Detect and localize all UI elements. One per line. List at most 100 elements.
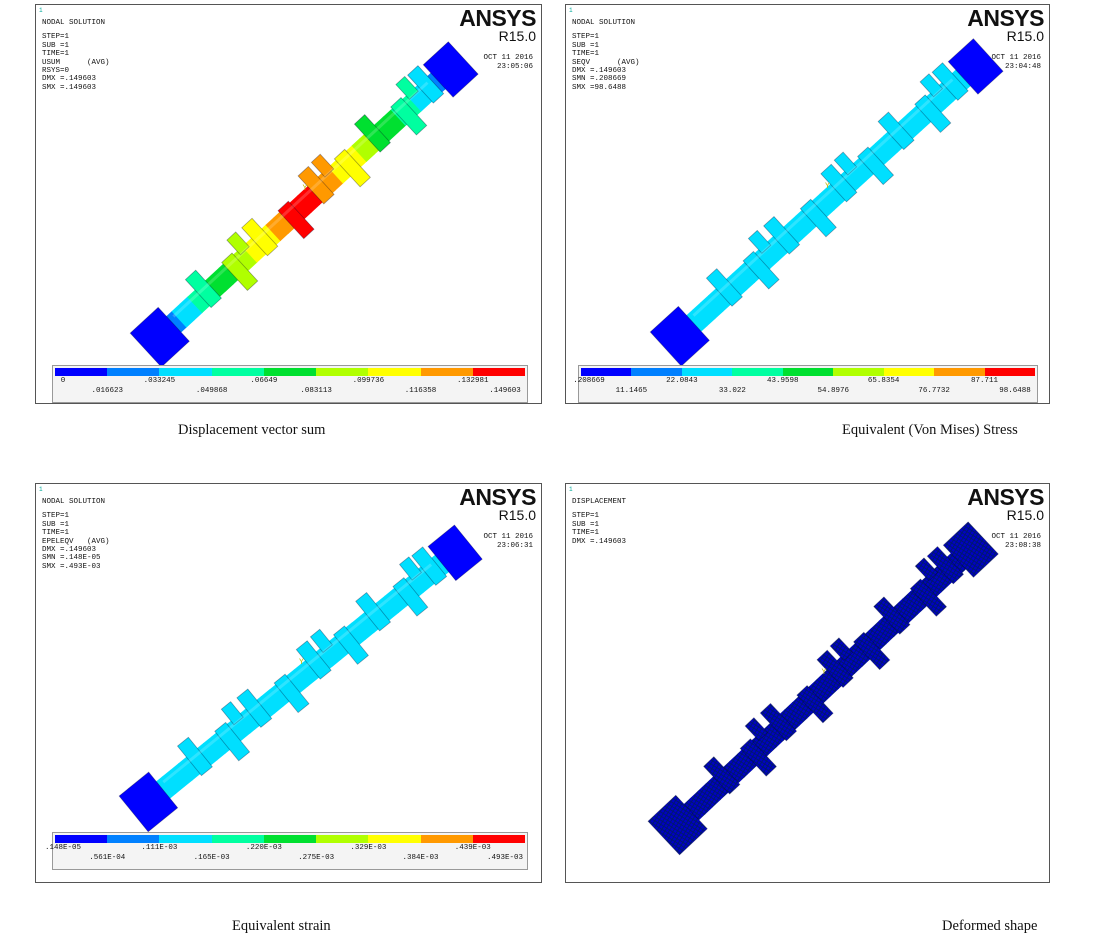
cam-lobe-tip xyxy=(309,628,333,653)
cam-lobe xyxy=(796,685,834,724)
legend-ticks: 0 .033245 .06649 .099736 .132981 .016623… xyxy=(53,376,527,402)
legend-tick: 22.0843 xyxy=(666,377,698,385)
legend-swatch xyxy=(55,835,108,843)
shaft-segment xyxy=(697,783,722,808)
cam-lobe-tip xyxy=(919,73,944,98)
ansys-brand: ANSYS R15.0 xyxy=(459,486,536,523)
legend-swatch xyxy=(159,835,212,843)
cam-lobe-tip xyxy=(744,717,769,742)
contour-legend: .208669 22.0843 43.9598 65.8354 87.711 1… xyxy=(573,365,1038,403)
legend-tick: .208669 xyxy=(573,377,605,385)
end-journal xyxy=(649,305,710,367)
cam-lobe xyxy=(273,673,310,714)
shaft-segment xyxy=(178,756,201,781)
cam-lobe xyxy=(407,65,445,104)
legend-swatch xyxy=(159,368,212,376)
cam-lobe xyxy=(816,649,854,689)
legend-swatch xyxy=(472,835,525,843)
model-view-displacement[interactable]: Y xyxy=(36,5,542,404)
shaft-segment xyxy=(729,753,753,778)
legend-tick: 87.711 xyxy=(971,377,999,385)
cam-lobe xyxy=(333,625,369,665)
shaft-segment xyxy=(326,635,350,660)
model-view-strain[interactable]: Y xyxy=(36,484,542,883)
legend-tick: .132981 xyxy=(457,377,489,385)
end-journal xyxy=(129,306,190,368)
version-label: R15.0 xyxy=(498,28,536,44)
shaft-segment xyxy=(819,186,843,211)
legend-swatch xyxy=(420,835,473,843)
model-view-deformed[interactable]: Y xyxy=(566,484,1050,883)
cam-lobe xyxy=(236,688,273,728)
shaft-segment xyxy=(241,238,266,263)
cam-lobe-tip xyxy=(398,556,423,581)
legend-swatch xyxy=(934,368,985,376)
cam-lobe xyxy=(214,721,251,762)
cam-lobe xyxy=(763,215,801,255)
model-view-stress[interactable]: Y xyxy=(566,5,1050,404)
info-title: NODAL SOLUTION xyxy=(42,498,106,506)
legend-tick: 65.8354 xyxy=(867,377,900,385)
shaft-segment xyxy=(787,215,811,240)
cam-lobe xyxy=(184,269,222,309)
legend-tick: .561E-04 xyxy=(89,854,126,862)
cam-lobe xyxy=(390,96,428,136)
shaft-segment xyxy=(343,622,366,647)
legend-color-bar xyxy=(55,835,525,843)
legend-tick: .165E-03 xyxy=(193,854,230,862)
cam-lobe xyxy=(742,250,780,290)
shaft-segment xyxy=(811,193,835,218)
cam-lobe xyxy=(873,596,911,635)
shaft-highlight xyxy=(162,563,433,784)
shaft-segment xyxy=(161,769,185,794)
shaft-segment xyxy=(681,798,706,823)
shaft-segment xyxy=(194,742,218,768)
shaft-segment xyxy=(760,724,785,749)
window-number: 1 xyxy=(39,7,43,14)
shaft-segment xyxy=(257,224,281,249)
cam-lobe-tip xyxy=(226,231,250,256)
cam-lobe xyxy=(392,577,429,617)
shaft-segment xyxy=(351,615,375,640)
shaft-segment xyxy=(882,128,907,153)
date-text: OCT 11 2016 xyxy=(991,533,1041,541)
legend-tick: 98.6488 xyxy=(999,387,1031,395)
info-line: DMX =.149603 xyxy=(572,537,627,546)
panel-stress-plot: Y 1 NODAL SOLUTION STEP=1 SUB =1 TIME=1 … xyxy=(565,4,1050,404)
legend-color-bar xyxy=(55,368,525,376)
camshaft-model xyxy=(647,521,999,856)
info-line: DMX =.149603 xyxy=(572,67,627,76)
legend-swatch xyxy=(368,835,421,843)
ansys-logo: ANSYS xyxy=(459,484,536,510)
legend-tick: .06649 xyxy=(250,377,278,385)
shaft-segment xyxy=(723,273,748,298)
legend-swatch xyxy=(984,368,1035,376)
time-text: 23:05:06 xyxy=(496,63,533,71)
info-title: NODAL SOLUTION xyxy=(42,19,106,27)
shaft-segment xyxy=(721,761,745,786)
legend-tick: .099736 xyxy=(352,377,385,385)
version-label: R15.0 xyxy=(498,507,536,523)
contour-legend: .148E-05 .111E-03 .220E-03 .329E-03 .439… xyxy=(45,832,528,870)
shaft-segment xyxy=(898,113,923,138)
info-line: SUB =1 xyxy=(572,520,600,529)
panel-deformed-shape: Y 1 DISPLACEMENT STEP=1 SUB =1 TIME=1 DM… xyxy=(565,483,1050,883)
legend-tick: 76.7732 xyxy=(918,387,950,395)
cam-lobe-tip xyxy=(747,229,772,254)
shaft-segment xyxy=(878,613,903,638)
shaft-segment xyxy=(269,682,292,707)
shaft-segment xyxy=(265,217,289,242)
info-line: SMN =.208669 xyxy=(572,75,627,84)
shaft-segment xyxy=(763,237,788,262)
end-journal xyxy=(947,38,1004,95)
axis-triad-y: Y xyxy=(303,184,308,193)
shaft-segment xyxy=(187,289,211,314)
legend-tick: .033245 xyxy=(143,377,176,385)
legend-swatch xyxy=(833,368,884,376)
legend-ticks: .148E-05 .111E-03 .220E-03 .329E-03 .439… xyxy=(45,843,527,869)
shaft-segment xyxy=(179,296,203,321)
legend-tick: 54.8976 xyxy=(817,387,849,395)
shaft-segment xyxy=(260,689,284,714)
cam-lobe xyxy=(411,546,448,586)
shaft-segment xyxy=(736,746,761,771)
